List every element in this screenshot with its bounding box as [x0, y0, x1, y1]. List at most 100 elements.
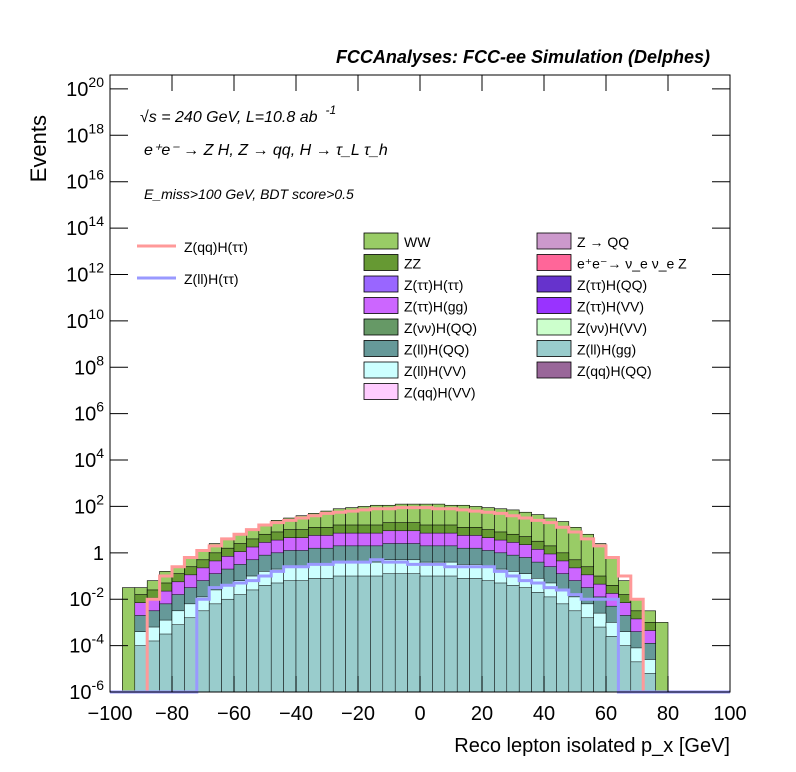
legend-fill-label: Z(ll)H(VV) — [404, 363, 466, 379]
y-tick-label: 1012 — [66, 259, 104, 286]
stack-component-bar — [308, 578, 322, 693]
legend-fill-label: Z(ll)H(gg) — [577, 342, 636, 358]
legend-fill-swatch — [363, 318, 399, 336]
legend-fill-swatch — [363, 254, 399, 271]
y-tick-label: 10-6 — [69, 677, 104, 704]
stack-component-bar — [134, 645, 148, 693]
y-tick-label: 1 — [93, 543, 104, 565]
y-tick-label: 102 — [74, 491, 104, 518]
legend-fill-label: Z(ττ)H(QQ) — [577, 277, 647, 293]
stack-component-bar — [370, 575, 384, 693]
y-tick-label: 10-2 — [69, 584, 104, 611]
stack-component-bar — [382, 573, 396, 693]
legend-fill-swatch — [363, 340, 399, 357]
x-tick-label: 20 — [471, 703, 493, 725]
x-tick-label: −80 — [155, 703, 189, 725]
stack-component-bar — [568, 610, 582, 693]
x-tick-label: −100 — [87, 703, 132, 725]
x-tick-label: 80 — [657, 703, 679, 725]
stack-component-bar — [345, 575, 359, 693]
y-tick-label: 108 — [74, 352, 104, 379]
legend-fill-swatch — [536, 254, 572, 271]
legend-fill-label: Z(ττ)H(VV) — [577, 299, 644, 315]
stack-component-bar — [518, 587, 532, 693]
x-tick-label: 40 — [533, 703, 555, 725]
stack-component-bar — [531, 592, 545, 693]
stack-component-bar — [407, 573, 421, 693]
stack-component-bar — [494, 582, 508, 693]
y-tick-label: 1016 — [66, 167, 104, 194]
stack-component-bar — [196, 610, 210, 693]
legend-fill-swatch — [363, 232, 399, 250]
energy-lumi-label: √s = 240 GeV, L=10.8 ab -1 — [140, 103, 336, 126]
y-tick-label: 1014 — [66, 213, 104, 240]
stack-component-bar — [171, 624, 185, 693]
x-tick-label: −20 — [341, 703, 375, 725]
y-tick-label: 1010 — [66, 306, 104, 333]
stack-component-bar — [357, 575, 371, 693]
x-tick-label: 60 — [595, 703, 617, 725]
legend-line-label: Z(ll)H(ττ) — [184, 271, 239, 287]
stack-component-bar — [146, 640, 160, 693]
stack-component-bar — [456, 578, 470, 693]
stack-component-bar — [444, 575, 458, 693]
legend: Z(qq)H(ττ) Z(ll)H(ττ) WW Z → QQ ZZ e⁺e⁻→ ν_e … — [137, 232, 687, 401]
stack-component-bar — [258, 585, 272, 693]
y-axis: 10-6 10-4 10-2 1 102 104 106 108 1010 1012 1014 101… — [66, 74, 730, 704]
y-tick-label: 1018 — [66, 120, 104, 147]
legend-fill-label: Z(ττ)H(ττ) — [404, 277, 463, 293]
x-tick-label: 100 — [713, 703, 746, 725]
stack-component-bar — [543, 596, 557, 693]
stack-component-bar — [283, 580, 297, 693]
y-tick-label: 10-4 — [69, 631, 104, 658]
series-line — [110, 558, 730, 694]
stack-component-bar — [593, 626, 607, 693]
stack-component-bar — [419, 575, 433, 693]
stack-component-bar — [233, 594, 247, 693]
legend-fill-swatch — [363, 275, 399, 293]
legend-line-label: Z(qq)H(ττ) — [184, 239, 248, 255]
x-axis: −100 −80 −60 −40 −20 0 20 40 60 80 100 — [87, 75, 747, 725]
stack-component-bar — [642, 673, 656, 693]
legend-fill-swatch — [536, 361, 572, 379]
stack-component-bar — [432, 575, 446, 693]
legend-fill-swatch — [363, 361, 399, 379]
ww-bar — [655, 622, 669, 693]
legend-fill-label: Z(qq)H(VV) — [404, 385, 476, 401]
stack-component-bar — [506, 585, 520, 693]
x-tick-label: −40 — [279, 703, 313, 725]
stack-component-bar — [556, 603, 570, 693]
process-label: e⁺e⁻ → Z H, Z → qq, H → τ_L τ_h — [144, 142, 388, 159]
legend-fill-label: Z(νν)H(QQ) — [404, 320, 477, 336]
stack-component-bar — [295, 580, 309, 693]
y-tick-label: 106 — [74, 399, 104, 426]
legend-fill-swatch — [536, 297, 572, 314]
y-axis-label: Events — [26, 115, 51, 182]
legend-fill-swatch — [536, 318, 572, 336]
stack-component-bar — [270, 582, 284, 693]
stack-component-bar — [159, 633, 173, 693]
selection-label: E_miss>100 GeV, BDT score>0.5 — [144, 186, 354, 202]
stack-component-bar — [394, 573, 408, 693]
legend-fill-swatch — [536, 275, 572, 293]
stack-component-bar — [184, 617, 198, 693]
legend-fill-swatch — [363, 383, 399, 400]
stack-component-bar — [208, 603, 222, 693]
stack-component-bar — [580, 617, 594, 693]
series-line — [110, 506, 730, 694]
x-tick-label: 0 — [414, 703, 425, 725]
legend-fill-label: Z(ll)H(QQ) — [404, 342, 469, 358]
stack-component-bar — [221, 598, 235, 693]
legend-fill-swatch — [536, 232, 572, 250]
legend-fill-label: e⁺e⁻→ ν_e ν_e Z — [577, 256, 687, 272]
ww-bar — [122, 587, 136, 693]
stack-component-bar — [630, 661, 644, 693]
stack-component-bar — [469, 578, 483, 693]
legend-fill-label: Z(νν)H(VV) — [577, 320, 647, 336]
stack-component-bar — [320, 578, 334, 693]
stack-component-bar — [332, 575, 346, 693]
legend-fill-label: Z(ττ)H(gg) — [404, 299, 468, 315]
histogram-stack — [122, 503, 669, 693]
legend-fill-label: WW — [404, 234, 431, 250]
